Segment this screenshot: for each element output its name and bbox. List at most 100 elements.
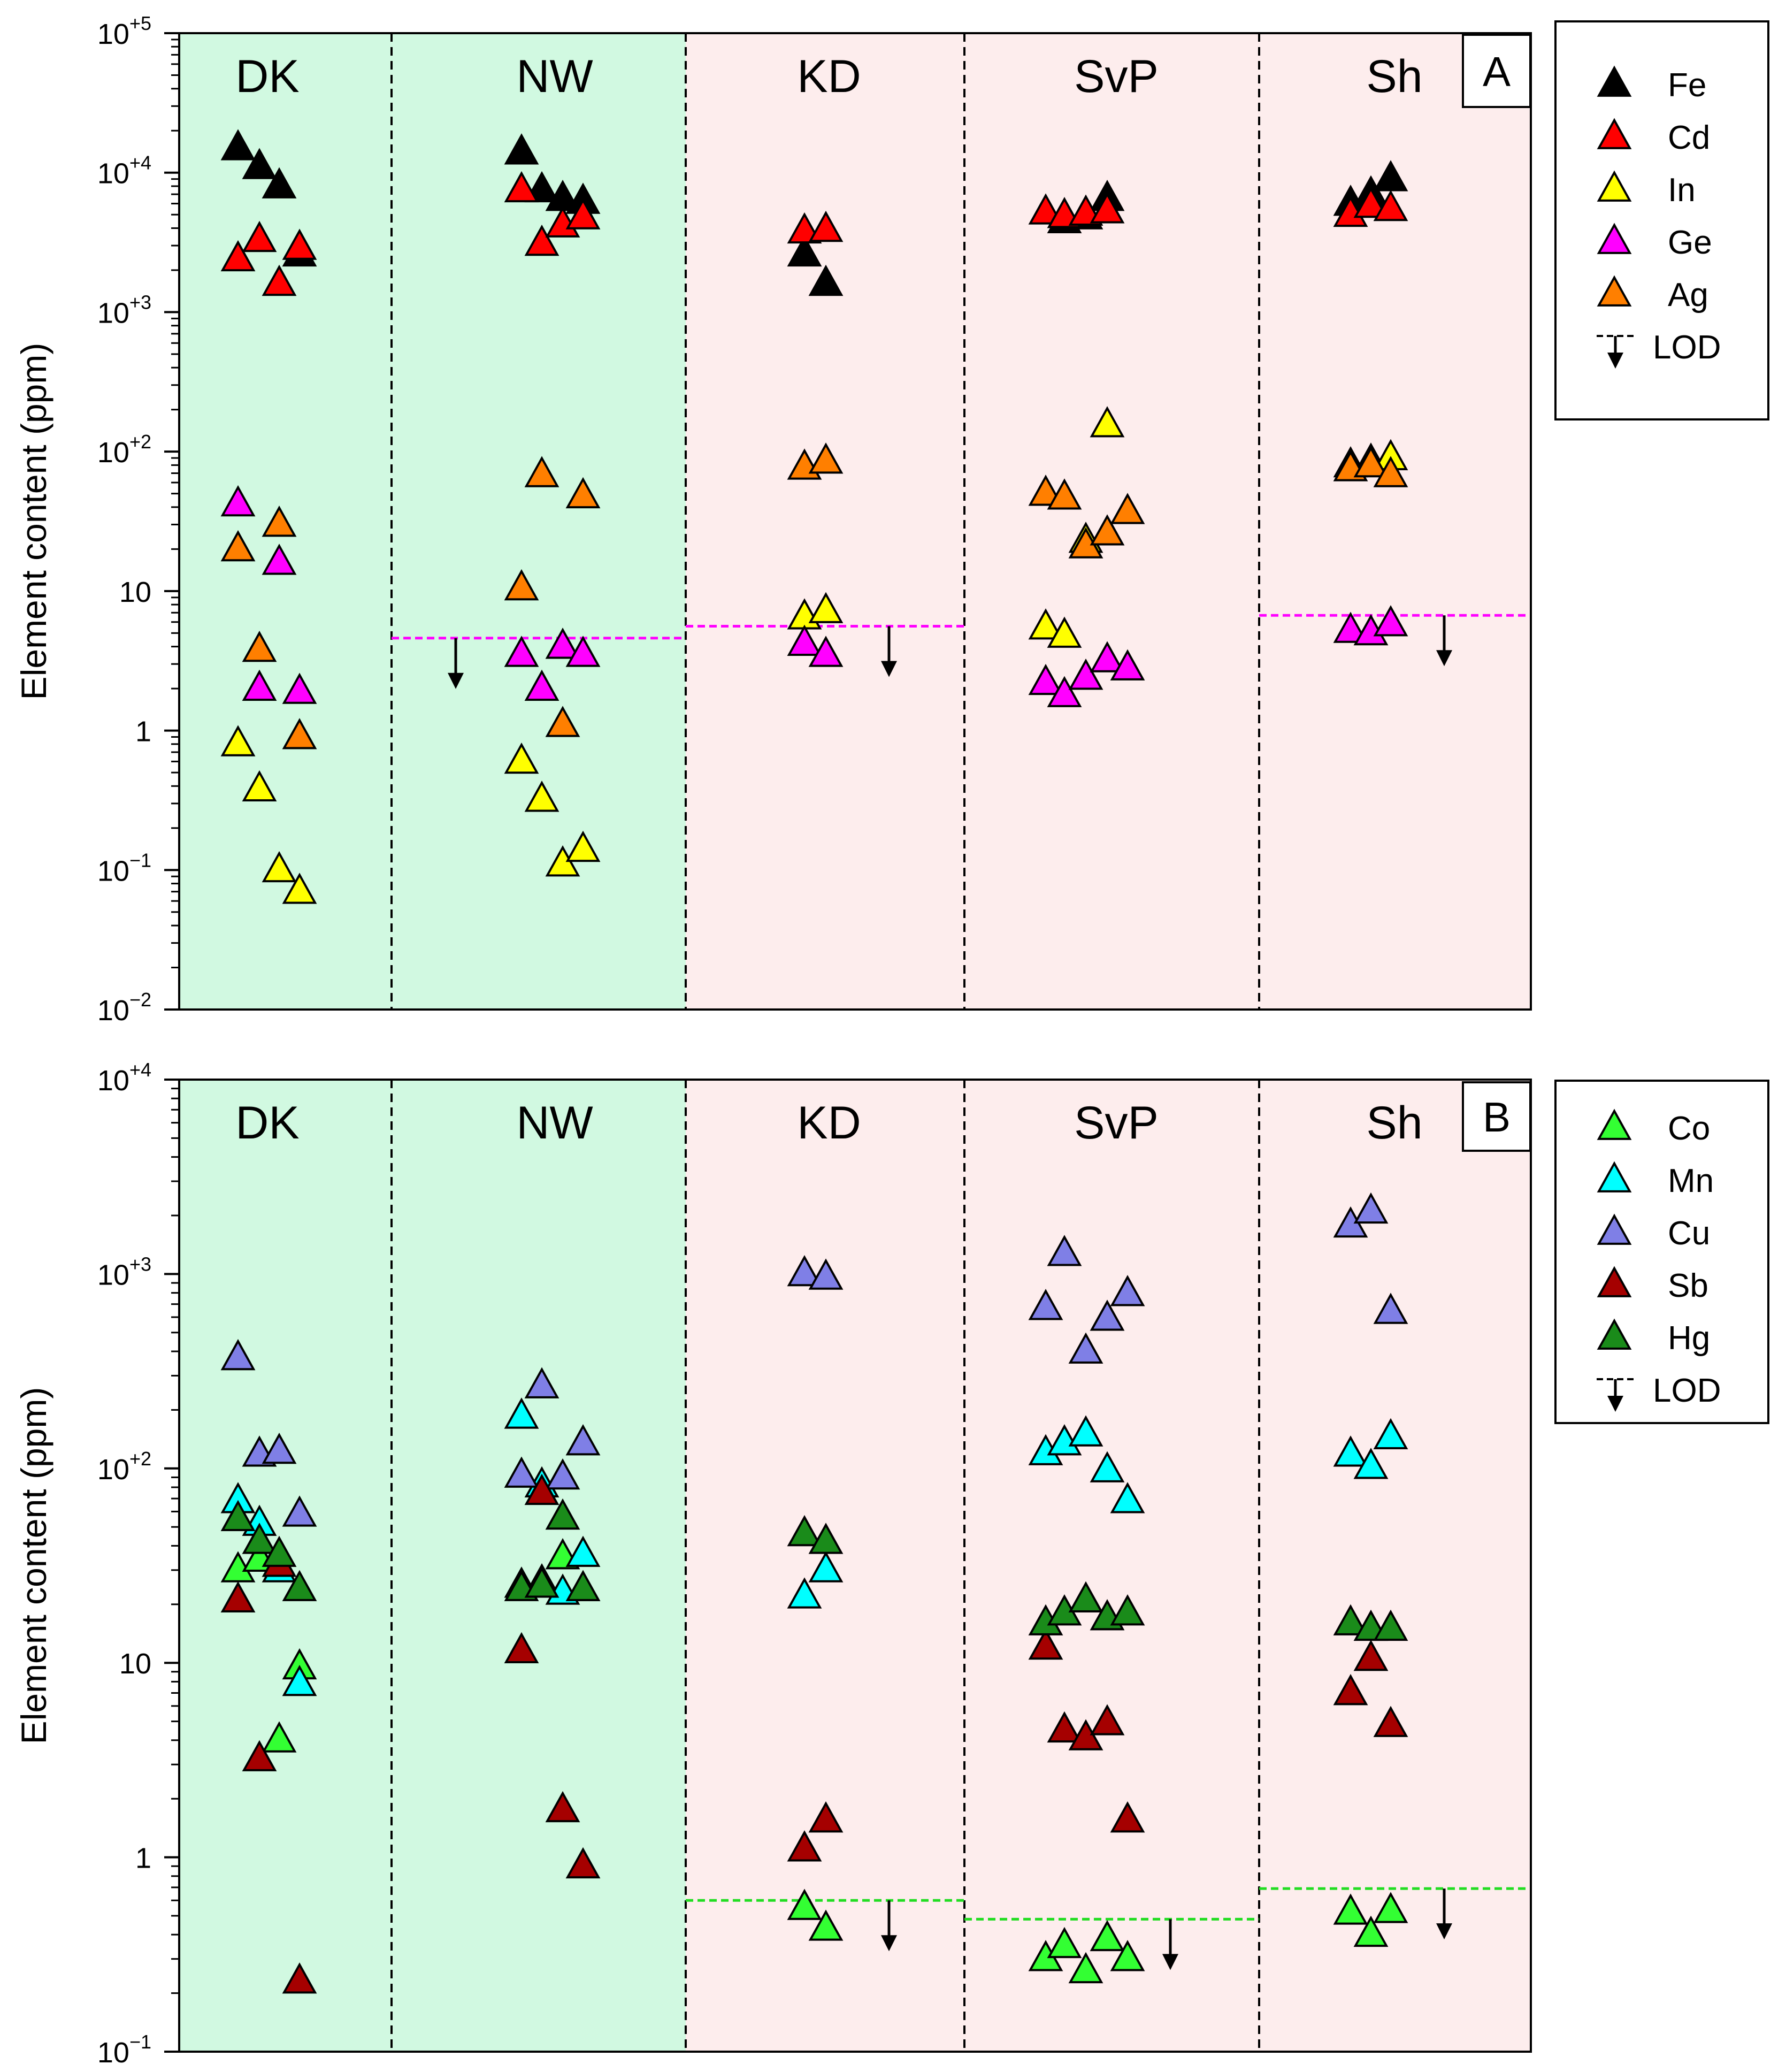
marker-in <box>565 830 601 862</box>
legend-label-lod: LOD <box>1653 1372 1721 1409</box>
tick-base: 10 <box>97 158 129 190</box>
marker-sb <box>282 1962 317 1994</box>
marker-ag <box>242 630 277 662</box>
marker-cu <box>545 1458 580 1490</box>
tick-exponent: +4 <box>129 1059 151 1081</box>
marker-mn <box>1068 1415 1103 1447</box>
marker-cd <box>808 210 844 242</box>
legend-label-cd: Cd <box>1668 119 1710 156</box>
y-tick-label: 10+3 <box>97 1253 151 1291</box>
y-axis-title: Element content (ppm) <box>14 343 53 700</box>
marker-cd <box>220 240 256 272</box>
legend-label-fe: Fe <box>1668 67 1706 104</box>
marker-ge <box>282 672 317 704</box>
marker-co <box>1047 1926 1082 1959</box>
marker-cu <box>504 1456 539 1488</box>
marker-ge <box>262 544 297 575</box>
marker-ag <box>808 442 844 474</box>
marker-hg <box>565 1570 601 1601</box>
region-label-kd: KD <box>797 51 861 102</box>
marker-co <box>808 1909 844 1941</box>
legend-label-cu: Cu <box>1668 1215 1710 1252</box>
y-tick-label: 10 <box>119 576 151 608</box>
legend-marker-cu <box>1597 1213 1632 1245</box>
marker-hg <box>220 1500 256 1532</box>
marker-in <box>1028 608 1063 640</box>
marker-cu <box>262 1432 297 1464</box>
region-label-nw: NW <box>516 51 593 102</box>
marker-cu <box>220 1339 256 1371</box>
y-tick-label: 10 <box>119 1648 151 1680</box>
y-tick-label: 10+2 <box>97 431 151 469</box>
region-label-dk: DK <box>235 1097 299 1149</box>
marker-mn <box>1110 1482 1145 1513</box>
panel-letter: A <box>1483 48 1511 95</box>
tick-base: 10 <box>97 437 129 469</box>
marker-sb <box>545 1791 580 1823</box>
marker-sb <box>242 1740 277 1771</box>
marker-fe <box>504 133 539 165</box>
marker-ge <box>1068 659 1103 690</box>
marker-ag <box>220 530 256 562</box>
y-tick-label: 10−1 <box>97 849 151 887</box>
marker-co <box>1110 1940 1145 1971</box>
tick-base: 10 <box>97 18 129 50</box>
panel-letter-box <box>1462 1081 1531 1152</box>
marker-cd <box>1353 186 1389 218</box>
region-label-kd: KD <box>797 1097 861 1149</box>
legend-box <box>1554 20 1769 420</box>
legend-marker-ag <box>1597 275 1632 307</box>
y-tick-label: 10+3 <box>97 291 151 329</box>
legend-marker-mn <box>1597 1161 1632 1192</box>
marker-sb <box>565 1847 601 1879</box>
tick-exponent: +2 <box>129 1448 151 1470</box>
marker-in <box>220 725 256 756</box>
marker-hg <box>1068 1581 1103 1612</box>
marker-cd <box>524 224 559 256</box>
marker-cd <box>565 198 601 230</box>
marker-cu <box>808 1258 844 1290</box>
marker-cd <box>1028 193 1063 225</box>
lod-arrow-head <box>1162 1954 1178 1970</box>
marker-fe <box>220 129 256 160</box>
lod-arrow-head <box>1436 1923 1452 1940</box>
tick-base: 1 <box>135 1842 151 1875</box>
region-label-sh: Sh <box>1366 51 1422 102</box>
legend-label-ge: Ge <box>1668 224 1712 261</box>
marker-in <box>282 873 317 904</box>
marker-sb <box>1028 1628 1063 1660</box>
marker-ag <box>1110 493 1145 524</box>
y-tick-label: 10+4 <box>97 152 151 190</box>
marker-hg <box>787 1515 822 1547</box>
marker-fe <box>787 235 822 267</box>
marker-ag <box>262 506 297 537</box>
tick-exponent: −1 <box>129 2031 151 2053</box>
legend-label-mn: Mn <box>1668 1163 1714 1199</box>
marker-cu <box>1028 1289 1063 1320</box>
marker-sb <box>1068 1719 1103 1750</box>
y-tick-label: 10+2 <box>97 1448 151 1486</box>
tick-exponent: +3 <box>129 291 151 313</box>
marker-sb <box>1373 1706 1408 1737</box>
y-axis-title: Element content (ppm) <box>14 1387 53 1745</box>
marker-sb <box>1110 1801 1145 1833</box>
marker-in <box>262 851 297 883</box>
marker-co <box>1090 1920 1125 1952</box>
marker-sb <box>504 1632 539 1664</box>
marker-mn <box>1333 1435 1368 1467</box>
marker-cd <box>504 171 539 203</box>
marker-hg <box>1373 1609 1408 1641</box>
tick-base: 1 <box>135 716 151 748</box>
marker-ge <box>545 628 580 659</box>
tick-exponent: +3 <box>129 1253 151 1275</box>
tick-exponent: +4 <box>129 152 151 174</box>
marker-sb <box>787 1830 822 1862</box>
marker-in <box>242 770 277 802</box>
legend-label-co: Co <box>1668 1110 1710 1147</box>
legend-marker-sb <box>1597 1266 1632 1297</box>
marker-sb <box>524 1473 559 1505</box>
marker-ge <box>1110 649 1145 681</box>
marker-ge <box>1333 611 1368 643</box>
plot-frame <box>178 1079 1532 2053</box>
